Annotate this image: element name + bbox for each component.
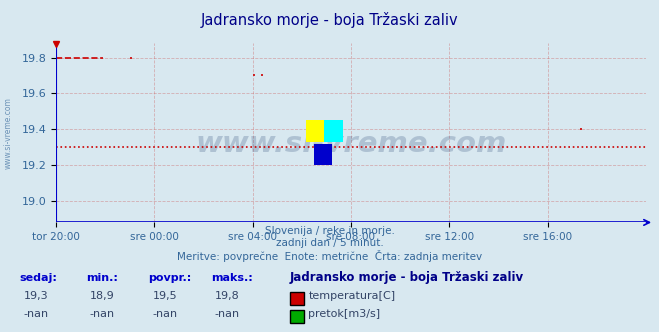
Bar [314,143,333,165]
Text: www.si-vreme.com: www.si-vreme.com [4,97,13,169]
Text: -nan: -nan [215,309,240,319]
Text: 19,8: 19,8 [215,291,240,301]
Text: 19,3: 19,3 [24,291,49,301]
Bar [324,120,343,142]
Text: -nan: -nan [152,309,177,319]
Text: www.si-vreme.com: www.si-vreme.com [195,129,507,158]
Bar [306,120,324,142]
Text: maks.:: maks.: [211,273,252,283]
Text: -nan: -nan [90,309,115,319]
Text: min.:: min.: [86,273,117,283]
Text: zadnji dan / 5 minut.: zadnji dan / 5 minut. [275,238,384,248]
Text: Jadransko morje - boja Tržaski zaliv: Jadransko morje - boja Tržaski zaliv [290,271,524,284]
Text: sedaj:: sedaj: [20,273,57,283]
Text: Slovenija / reke in morje.: Slovenija / reke in morje. [264,226,395,236]
Text: -nan: -nan [24,309,49,319]
Text: pretok[m3/s]: pretok[m3/s] [308,309,380,319]
Text: Meritve: povprečne  Enote: metrične  Črta: zadnja meritev: Meritve: povprečne Enote: metrične Črta:… [177,250,482,262]
Text: povpr.:: povpr.: [148,273,192,283]
Text: Jadransko morje - boja Tržaski zaliv: Jadransko morje - boja Tržaski zaliv [201,12,458,28]
Text: 19,5: 19,5 [152,291,177,301]
Text: 18,9: 18,9 [90,291,115,301]
Text: temperatura[C]: temperatura[C] [308,291,395,301]
